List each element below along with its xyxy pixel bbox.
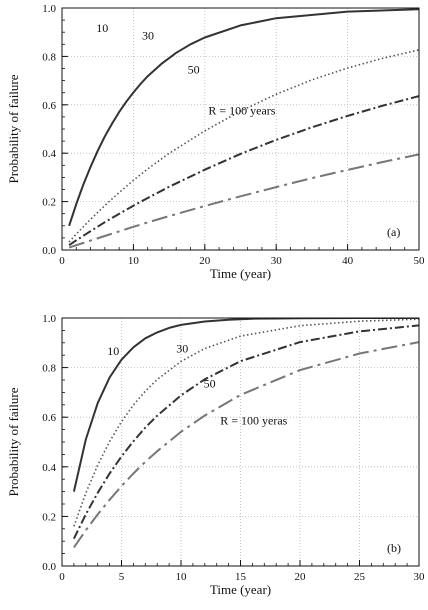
x-tick-label: 30 [271,255,283,267]
x-tick-label: 10 [128,255,140,267]
plot-frame [61,317,420,567]
y-tick-label: 0.4 [42,148,56,160]
y-tick-label: 1.0 [42,3,56,15]
y-axis-title: Probability of failure [6,74,21,183]
series-label: 10 [107,344,119,358]
x-tick-label: 0 [59,255,65,267]
x-tick-label: 0 [59,571,65,583]
series-label: 10 [96,21,108,35]
y-tick-label: 0.8 [42,51,56,63]
y-tick-label: 0.0 [42,245,56,257]
panel-tag: (a) [387,225,400,239]
x-axis-title: Time (year) [210,582,271,597]
series-line-2 [68,49,419,243]
plot-frame [61,7,420,251]
y-tick-label: 0.6 [42,100,56,112]
x-tick-label: 15 [235,571,247,583]
series-line-1 [68,8,419,227]
x-tick-label: 40 [342,255,354,267]
series-label: 50 [204,376,216,390]
series-line-3 [73,324,419,540]
x-tick-label: 5 [119,571,125,583]
x-tick-label: 20 [295,571,307,583]
x-tick-label: 30 [414,571,426,583]
y-tick-label: 0.8 [42,363,56,375]
y-tick-label: 0.6 [42,412,56,424]
x-tick-label: 25 [354,571,366,583]
chart-panel-2: 0 5 10 15 20 25 30 0.0 0.2 0.4 0.6 0.8 1.0 10 30 50 R = … [6,313,425,597]
x-tick-label: 50 [414,255,426,267]
panel-tag: (b) [387,541,401,555]
y-tick-label: 0.2 [42,511,56,523]
series-label: R = 100 yeras [220,414,287,428]
series-label: 30 [176,342,188,356]
x-tick-label: 10 [176,571,188,583]
y-tick-label: 1.0 [42,313,56,325]
series-line-4 [73,341,419,548]
series-label: R = 100 years [208,103,275,117]
y-tick-label: 0.2 [42,197,56,209]
chart-panel-1: 0 10 20 30 40 50 0.0 0.2 0.4 0.6 0.8 1.0 10 30 50 R = 1… [6,3,425,281]
x-tick-label: 20 [199,255,211,267]
series-line-4 [68,153,419,249]
y-tick-label: 0.4 [42,462,56,474]
x-axis-title: Time (year) [210,266,271,281]
series-line-3 [68,95,419,247]
series-label: 50 [188,62,200,76]
y-tick-label: 0.0 [42,561,56,573]
series-label: 30 [142,28,154,42]
y-axis-title: Probability of failure [6,387,21,496]
series-line-1 [72,318,419,492]
